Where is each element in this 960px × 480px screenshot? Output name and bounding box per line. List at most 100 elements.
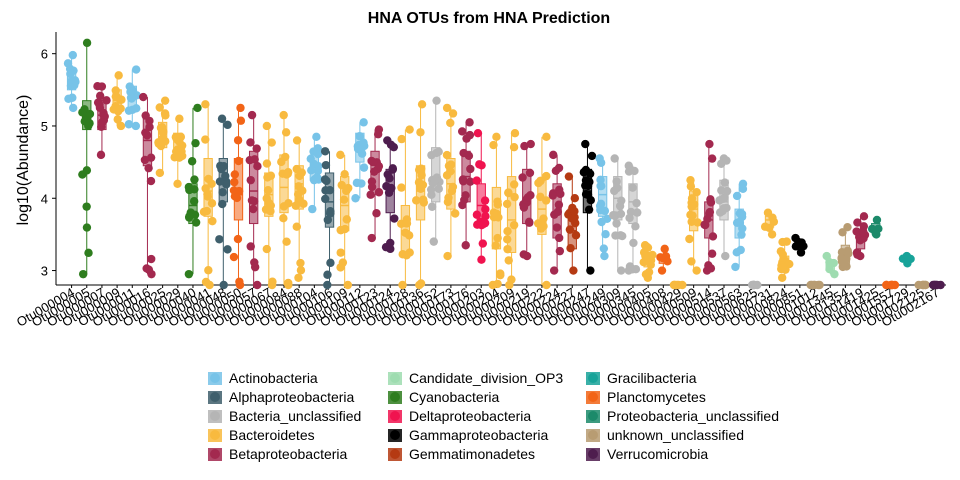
data-point — [299, 199, 308, 208]
box-Otu000104 — [306, 132, 323, 214]
data-point — [132, 104, 141, 113]
data-point — [903, 256, 913, 266]
data-point — [85, 119, 94, 128]
data-point — [825, 260, 835, 269]
data-point — [571, 231, 581, 240]
data-point — [84, 248, 93, 258]
data-point — [191, 138, 200, 148]
box-Otu000204 — [488, 132, 505, 290]
data-point — [131, 121, 141, 131]
data-point — [147, 254, 156, 264]
data-point — [549, 150, 558, 160]
data-point — [234, 156, 243, 166]
data-point — [519, 203, 529, 212]
data-point — [475, 160, 484, 169]
data-point — [612, 177, 621, 186]
box-Otu001419 — [852, 212, 870, 261]
data-point — [626, 207, 636, 217]
data-point — [451, 209, 460, 218]
data-point — [279, 110, 288, 120]
data-point — [313, 166, 323, 176]
data-point — [852, 227, 861, 236]
data-point — [323, 280, 332, 290]
data-point — [390, 214, 399, 223]
box-Otu000222 — [533, 132, 551, 290]
data-point — [503, 226, 512, 236]
data-point — [504, 188, 513, 197]
legend: Actinobacteria Alphaproteobacteria Bacteri… — [206, 368, 814, 463]
data-point — [657, 266, 667, 275]
data-point — [218, 188, 227, 197]
data-point — [201, 135, 210, 144]
box-Otu000011 — [124, 65, 141, 131]
data-point — [284, 278, 293, 288]
box-Otu000625 — [748, 280, 762, 290]
legend-item: Alphaproteobacteria — [206, 387, 386, 406]
data-point — [549, 266, 559, 275]
data-point — [595, 201, 605, 211]
data-point — [351, 194, 360, 203]
legend-key — [386, 445, 404, 463]
data-point — [687, 217, 696, 226]
data-point — [732, 191, 742, 201]
data-point — [374, 188, 384, 197]
data-point — [446, 167, 455, 176]
data-point — [64, 94, 73, 103]
legend-label: Planctomycetes — [607, 388, 706, 405]
data-point — [722, 203, 731, 213]
data-point — [97, 118, 107, 127]
data-point — [191, 218, 201, 227]
data-point — [229, 186, 239, 195]
legend-key — [584, 426, 602, 444]
data-point — [778, 237, 787, 247]
data-point — [417, 164, 426, 173]
legend-key — [584, 388, 602, 406]
data-point — [584, 205, 594, 214]
y-axis-title: log10(Abundance) — [15, 95, 32, 226]
box-Otu000124 — [381, 136, 399, 254]
data-point — [115, 95, 125, 104]
data-point — [215, 235, 224, 244]
box-Otu001425 — [867, 215, 883, 239]
data-point — [478, 239, 488, 248]
legend-key — [584, 407, 602, 425]
data-point — [493, 233, 502, 243]
data-point — [686, 175, 695, 185]
data-point — [292, 136, 302, 145]
data-point — [686, 182, 696, 191]
data-point — [427, 190, 436, 200]
data-point — [692, 187, 701, 197]
box-Otu000309 — [609, 154, 627, 275]
data-point — [738, 184, 748, 194]
data-point — [914, 280, 923, 290]
data-point — [336, 150, 345, 160]
data-point — [459, 148, 468, 158]
data-point — [359, 118, 368, 127]
box-Otu001354 — [837, 222, 853, 272]
box-Otu000106 — [320, 147, 335, 290]
data-point — [404, 231, 414, 240]
legend-item: Actinobacteria — [206, 368, 386, 387]
legend-item: Verrucomicrobia — [584, 444, 814, 463]
data-point — [565, 225, 575, 234]
data-point — [443, 251, 452, 261]
data-point — [566, 243, 575, 253]
data-point — [323, 215, 333, 225]
data-point — [337, 180, 346, 190]
data-point — [731, 262, 740, 272]
data-point — [262, 121, 272, 131]
data-point — [705, 139, 714, 149]
data-point — [548, 191, 558, 200]
box-Otu000563 — [731, 179, 748, 272]
data-point — [63, 59, 73, 68]
legend-label: Cyanobacteria — [409, 388, 500, 405]
data-point — [68, 103, 78, 113]
data-point — [283, 169, 292, 178]
data-point — [542, 280, 551, 290]
data-point — [706, 198, 716, 207]
data-point — [708, 232, 718, 241]
legend-label: Alphaproteobacteria — [229, 388, 355, 405]
data-point — [250, 155, 259, 164]
box-Otu000176 — [457, 118, 475, 250]
data-point — [78, 269, 88, 279]
